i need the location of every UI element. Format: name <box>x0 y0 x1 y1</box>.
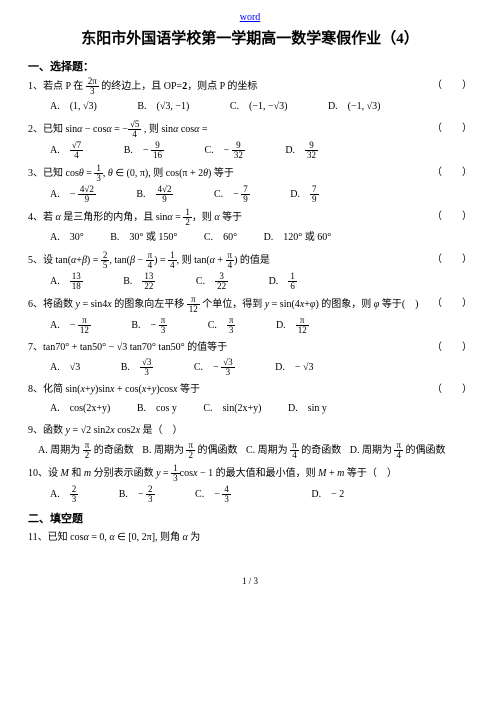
option-d: D. 79 <box>290 185 318 204</box>
question-1-options: A. (1, √3) B. (√3, −1) C. (−1, −√3) D. (… <box>28 98 472 116</box>
question-10-options: A. 23 B. − 23 C. − 43 D. − 2 <box>28 485 472 504</box>
question-8: 8、化简 sin(x+y)sinx + cos(x+y)cosx 等于 （ ） <box>28 381 472 398</box>
option-b: B. √33 <box>121 358 154 377</box>
option-a: A. √74 <box>50 141 83 160</box>
question-9-options: A. 周期为 π2 的奇函数 B. 周期为 π2 的偶函数 C. 周期为 π4 … <box>28 441 472 460</box>
option-b: B. 周期为 π2 的偶函数 <box>142 441 237 460</box>
option-d: D. − √3 <box>275 359 313 377</box>
question-9-text: 9、函数 y = √2 sin2x cos2x 是（ ） <box>28 422 472 439</box>
question-4-text: 4、若 α 是三角形的内角，且 sinα = 12，则 α 等于 <box>28 208 472 227</box>
section-2-heading: 二、填空题 <box>28 510 472 526</box>
option-c: C. 60° <box>204 229 237 247</box>
question-10-text: 10、设 M 和 m 分别表示函数 y = 13cosx − 1 的最大值和最小… <box>28 464 472 483</box>
option-d: D. sin y <box>288 400 327 418</box>
option-b: B. cos y <box>137 400 177 418</box>
question-2: 2、已知 sinα − cosα = −√54 , 则 sinα cosα = … <box>28 120 472 139</box>
answer-paren: （ ） <box>432 381 472 398</box>
option-c: C. 周期为 π4 的奇函数 <box>246 441 341 460</box>
option-a: A. (1, √3) <box>50 98 97 116</box>
option-b: B. (√3, −1) <box>137 98 189 116</box>
option-a: A. 23 <box>50 485 78 504</box>
question-9: 9、函数 y = √2 sin2x cos2x 是（ ） <box>28 422 472 439</box>
page-container: word 东阳市外国语学校第一学期高一数学寒假作业（4） 一、选择题： 1、若点… <box>0 0 500 606</box>
question-6-options: A. − π12 B. − π3 C. π3 D. π12 <box>28 316 472 335</box>
question-5: 5、设 tan(α+β) = 25, tan(β − π4) = 14, 则 t… <box>28 251 472 270</box>
question-4-options: A. 30° B. 30° 或 150° C. 60° D. 120° 或 60… <box>28 229 472 247</box>
answer-paren: （ ） <box>432 339 472 356</box>
option-c: C. − √33 <box>194 358 235 377</box>
question-11-text: 11、已知 cosα = 0, α ∈ [0, 2π], 则角 α 为 <box>28 529 472 546</box>
option-b: B. 4√29 <box>136 185 173 204</box>
answer-paren: （ ） <box>432 251 472 268</box>
option-c: C. − 43 <box>195 485 231 504</box>
question-3-text: 3、已知 cosθ = 13, θ ∈ (0, π), 则 cos(π + 2θ… <box>28 164 472 183</box>
option-d: D. 周期为 π4 的偶函数 <box>350 441 446 460</box>
page-footer: 1 / 3 <box>28 576 472 586</box>
question-11: 11、已知 cosα = 0, α ∈ [0, 2π], 则角 α 为 <box>28 529 472 546</box>
option-a: A. − π12 <box>50 316 91 335</box>
option-d: D. 16 <box>269 272 297 291</box>
question-5-text: 5、设 tan(α+β) = 25, tan(β − π4) = 14, 则 t… <box>28 251 472 270</box>
question-10: 10、设 M 和 m 分别表示函数 y = 13cosx − 1 的最大值和最小… <box>28 464 472 483</box>
option-b: B. − 916 <box>124 141 164 160</box>
option-d: D. 120° 或 60° <box>264 229 332 247</box>
option-a: A. 30° <box>50 229 84 247</box>
question-1: 1、若点 P 在 2π3 的终边上，且 OP=2，则点 P 的坐标 （ ） <box>28 77 472 96</box>
question-7-options: A. √3 B. √33 C. − √33 D. − √3 <box>28 358 472 377</box>
option-a: A. 周期为 π2 的奇函数 <box>38 441 134 460</box>
option-c: C. π3 <box>208 316 236 335</box>
question-5-options: A. 1318 B. 1322 C. 322 D. 16 <box>28 272 472 291</box>
option-a: A. √3 <box>50 359 80 377</box>
section-1-heading: 一、选择题： <box>28 58 472 74</box>
option-b: B. 30° 或 150° <box>110 229 177 247</box>
option-a: A. − 4√29 <box>50 185 96 204</box>
option-d: D. − 2 <box>311 486 344 504</box>
option-c: C. 322 <box>196 272 228 291</box>
option-b: B. 1322 <box>123 272 155 291</box>
option-d: D. π12 <box>276 316 309 335</box>
page-title: 东阳市外国语学校第一学期高一数学寒假作业（4） <box>28 27 472 48</box>
header-link: word <box>28 12 472 23</box>
option-a: A. cos(2x+y) <box>50 400 110 418</box>
question-2-text: 2、已知 sinα − cosα = −√54 , 则 sinα cosα = <box>28 120 472 139</box>
question-8-text: 8、化简 sin(x+y)sinx + cos(x+y)cosx 等于 <box>28 381 472 398</box>
answer-paren: （ ） <box>432 120 472 137</box>
answer-paren: （ ） <box>432 208 472 225</box>
question-7: 7、tan70° + tan50° − √3 tan70° tan50° 的值等… <box>28 339 472 356</box>
option-c: C. sin(2x+y) <box>203 400 261 418</box>
question-3-options: A. − 4√29 B. 4√29 C. − 79 D. 79 <box>28 185 472 204</box>
option-c: C. (−1, −√3) <box>230 98 288 116</box>
option-c: C. − 932 <box>205 141 245 160</box>
question-6: 6、将函数 y = sin4x 的图象向左平移 π12 个单位，得到 y = s… <box>28 295 472 314</box>
question-1-text: 1、若点 P 在 2π3 的终边上，且 OP=2，则点 P 的坐标 <box>28 77 472 96</box>
option-a: A. 1318 <box>50 272 83 291</box>
question-6-text: 6、将函数 y = sin4x 的图象向左平移 π12 个单位，得到 y = s… <box>28 295 472 314</box>
option-c: C. − 79 <box>214 185 250 204</box>
answer-paren: （ ） <box>432 295 472 312</box>
question-4: 4、若 α 是三角形的内角，且 sinα = 12，则 α 等于 （ ） <box>28 208 472 227</box>
question-8-options: A. cos(2x+y) B. cos y C. sin(2x+y) D. si… <box>28 400 472 418</box>
answer-paren: （ ） <box>432 164 472 181</box>
header-link-text[interactable]: word <box>240 12 261 23</box>
question-7-text: 7、tan70° + tan50° − √3 tan70° tan50° 的值等… <box>28 339 472 356</box>
option-b: B. − 23 <box>119 485 155 504</box>
option-d: D. (−1, √3) <box>328 98 381 116</box>
option-b: B. − π3 <box>131 316 167 335</box>
answer-paren: （ ） <box>432 77 472 94</box>
question-2-options: A. √74 B. − 916 C. − 932 D. 932 <box>28 141 472 160</box>
question-3: 3、已知 cosθ = 13, θ ∈ (0, π), 则 cos(π + 2θ… <box>28 164 472 183</box>
option-d: D. 932 <box>285 141 318 160</box>
